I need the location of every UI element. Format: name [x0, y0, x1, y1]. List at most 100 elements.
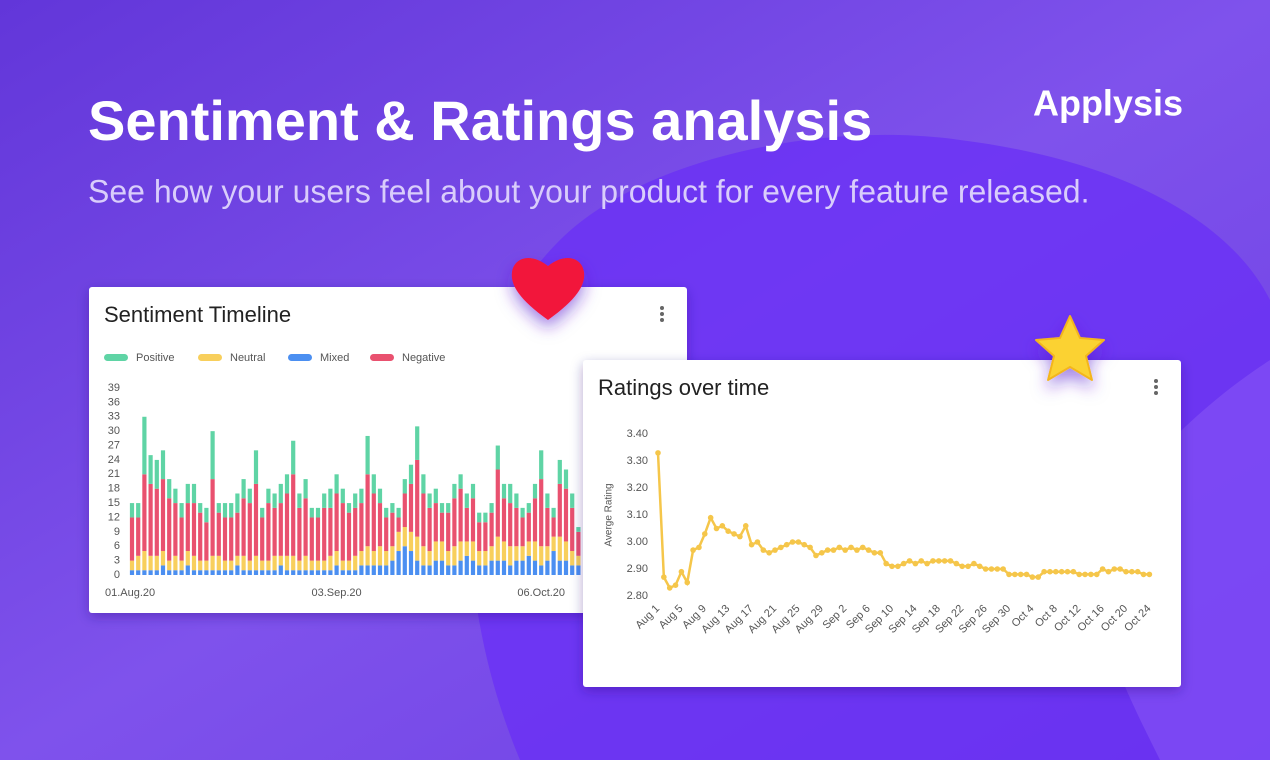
- bar-segment: [477, 551, 482, 566]
- point: [1058, 568, 1065, 575]
- bar-segment: [439, 560, 445, 575]
- bar-segment: [557, 536, 562, 561]
- bar-segment: [365, 474, 370, 547]
- bar-segment: [384, 551, 389, 566]
- page-subtitle: See how your users feel about your produ…: [88, 173, 1089, 209]
- point: [1082, 571, 1088, 578]
- point: [760, 547, 767, 553]
- bar-segment: [415, 560, 420, 575]
- bar-segment: [148, 455, 153, 484]
- menu-button[interactable]: [660, 306, 664, 322]
- bar-segment: [173, 488, 178, 504]
- bar-segment: [477, 565, 482, 575]
- bar-segment: [260, 517, 265, 561]
- bar-segment: [260, 570, 265, 575]
- bar-segment: [260, 507, 265, 518]
- bar-segment: [185, 483, 190, 504]
- y-tick-label: 33: [108, 411, 120, 423]
- bar-segment: [570, 551, 575, 566]
- bar-segment: [545, 560, 550, 575]
- bar-segment: [532, 541, 538, 561]
- bar-segment: [526, 555, 531, 575]
- bar-segment: [334, 565, 339, 575]
- bar-segment: [253, 555, 259, 571]
- point: [883, 560, 889, 567]
- point: [690, 547, 696, 553]
- bar-segment: [514, 493, 519, 508]
- y-tick-label: 3: [114, 555, 120, 567]
- bar-segment: [167, 560, 172, 571]
- bar-segment: [532, 560, 538, 575]
- bar-segment: [260, 560, 265, 571]
- bar-segment: [241, 555, 246, 571]
- bar-segment: [241, 498, 246, 556]
- bar-segment: [185, 565, 190, 575]
- bar-segment: [142, 570, 147, 575]
- bar-segment: [508, 503, 513, 547]
- bar-segment: [328, 570, 333, 575]
- y-tick-label: 30: [108, 425, 120, 437]
- bar-segment: [303, 498, 308, 556]
- bar-segment: [464, 493, 469, 508]
- bar-segment: [433, 541, 438, 561]
- bar-segment: [570, 507, 575, 552]
- bar-segment: [514, 546, 519, 561]
- bar-segment: [495, 469, 500, 537]
- point: [678, 568, 685, 575]
- bar-segment: [427, 551, 432, 566]
- bar-segment: [198, 560, 203, 571]
- bar-segment: [353, 555, 358, 571]
- bar-segment: [297, 570, 302, 575]
- menu-button[interactable]: [1154, 379, 1158, 395]
- bar-segment: [508, 546, 513, 566]
- bar-segment: [433, 503, 438, 542]
- bar-segment: [384, 565, 389, 575]
- bar-segment: [402, 479, 407, 494]
- point: [836, 544, 843, 551]
- bar-segment: [446, 551, 451, 566]
- bar-segment: [328, 507, 333, 556]
- bar-segment: [136, 570, 141, 575]
- point: [801, 541, 808, 548]
- bar-segment: [408, 551, 414, 575]
- bar-segment: [309, 507, 314, 518]
- bar-segment: [322, 560, 327, 571]
- bar-segment: [353, 570, 358, 575]
- point: [1000, 566, 1006, 572]
- bar-segment: [526, 503, 531, 513]
- point: [742, 523, 749, 529]
- bar-segment: [284, 493, 290, 556]
- y-tick-label: 21: [108, 468, 120, 480]
- point: [1123, 568, 1129, 575]
- point: [830, 547, 837, 553]
- bar-segment: [464, 555, 469, 575]
- point: [819, 550, 825, 556]
- bar-segment: [154, 570, 159, 575]
- star-icon: [1035, 315, 1105, 381]
- bar-segment: [216, 570, 221, 575]
- bar-segment: [278, 555, 283, 566]
- point: [1140, 571, 1147, 578]
- bar-segment: [390, 546, 395, 561]
- bar-segment: [470, 560, 476, 575]
- bar-segment: [483, 512, 488, 523]
- bar-segment: [545, 507, 550, 547]
- bar-segment: [439, 541, 445, 561]
- bar-segment: [328, 488, 333, 508]
- bar-segment: [520, 546, 525, 561]
- bar-segment: [160, 551, 166, 566]
- card: [583, 360, 1181, 687]
- point: [959, 563, 965, 570]
- x-tick-label: 01.Aug.20: [105, 587, 155, 599]
- point: [889, 563, 895, 570]
- bar-segment: [415, 426, 420, 460]
- point: [778, 544, 784, 551]
- point: [1146, 571, 1153, 578]
- bar-segment: [229, 503, 234, 518]
- point: [906, 558, 913, 564]
- point: [871, 550, 878, 556]
- bar-segment: [402, 527, 407, 547]
- bar-segment: [129, 503, 135, 518]
- point: [1117, 566, 1123, 572]
